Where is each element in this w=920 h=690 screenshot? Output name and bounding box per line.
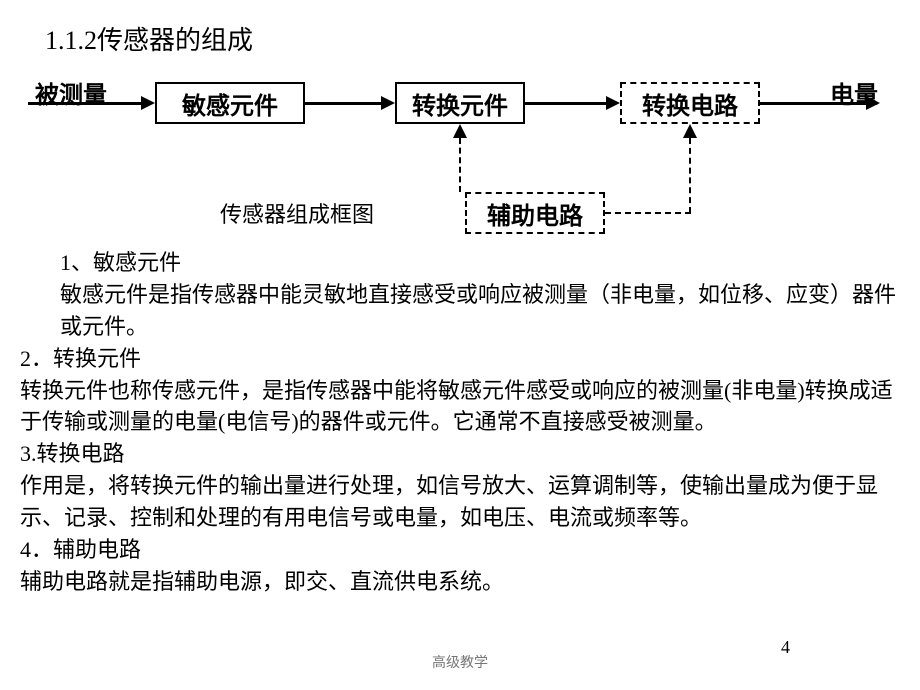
arrow-3-head — [866, 96, 880, 110]
box-aux: 辅助电路 — [465, 192, 605, 234]
sec-2-body: 转换元件也称传感元件，是指传感器中能将敏感元件感受或响应的被测量(非电量)转换成… — [20, 375, 900, 439]
box-circuit: 转换电路 — [620, 82, 760, 124]
arrow-1-line — [305, 102, 381, 105]
box-convert: 转换元件 — [395, 82, 525, 124]
dashed-h-line — [605, 212, 691, 214]
sec-1-body: 敏感元件是指传感器中能灵敏地直接感受或响应被测量（非电量，如位移、应变）器件或元… — [20, 279, 900, 343]
box-label: 敏感元件 — [182, 86, 278, 121]
arrow-1-head — [381, 96, 395, 110]
arrow-0-line — [28, 102, 141, 105]
box-label: 辅助电路 — [487, 196, 583, 231]
box-sensitive: 敏感元件 — [155, 82, 305, 124]
sec-3-heading: 3.转换电路 — [20, 438, 900, 470]
dashed-up-1 — [459, 138, 461, 192]
dashed-up-1-head — [453, 124, 467, 138]
box-label: 转换电路 — [642, 86, 738, 121]
box-label: 转换元件 — [412, 86, 508, 121]
block-diagram: 被测量 电量 敏感元件 转换元件 转换电路 辅助电路 传感器组成框图 — [0, 67, 920, 247]
sec-1-heading: 1、敏感元件 — [20, 247, 900, 279]
footer-text: 高级教学 — [0, 652, 920, 672]
dashed-up-2-head — [683, 124, 697, 138]
sec-4-heading: 4．辅助电路 — [20, 534, 900, 566]
sec-2-heading: 2．转换元件 — [20, 343, 900, 375]
arrow-2-line — [525, 102, 606, 105]
arrow-0-head — [141, 96, 155, 110]
content-body: 1、敏感元件 敏感元件是指传感器中能灵敏地直接感受或响应被测量（非电量，如位移、… — [0, 247, 920, 598]
arrow-3-line — [760, 102, 866, 105]
diagram-caption: 传感器组成框图 — [220, 197, 374, 229]
sec-4-body: 辅助电路就是指辅助电源，即交、直流供电系统。 — [20, 566, 900, 598]
sec-3-body: 作用是，将转换元件的输出量进行处理，如信号放大、运算调制等，使输出量成为便于显示… — [20, 470, 900, 534]
arrow-2-head — [606, 96, 620, 110]
section-title: 1.1.2传感器的组成 — [0, 20, 920, 57]
dashed-up-2 — [689, 138, 691, 213]
